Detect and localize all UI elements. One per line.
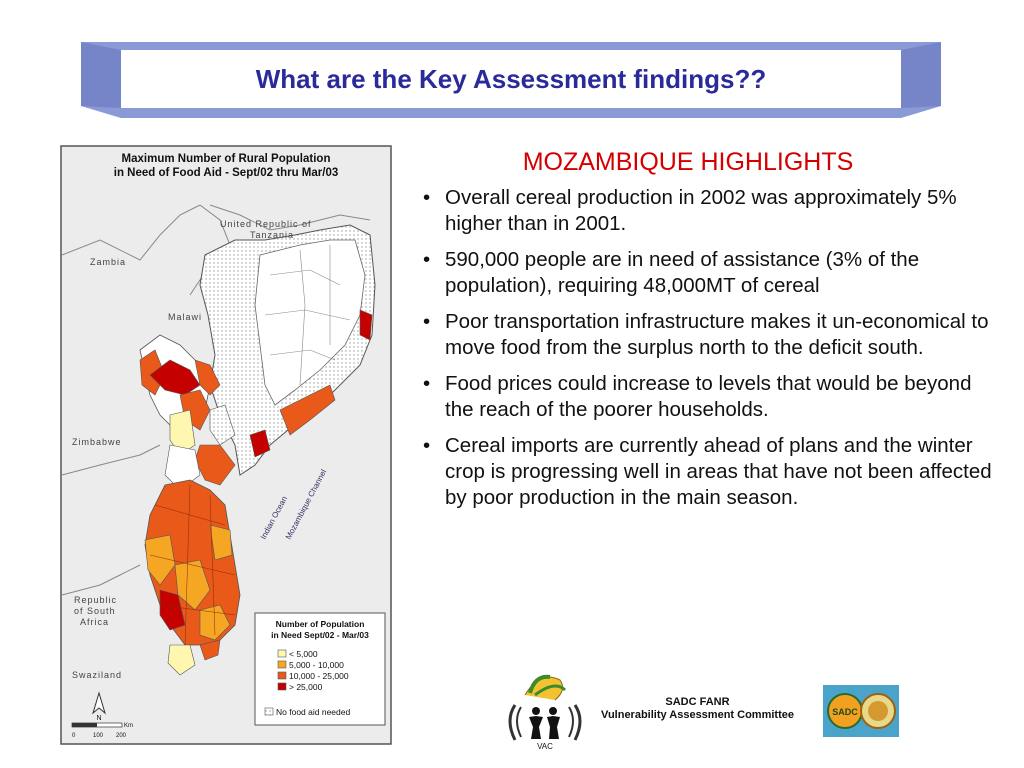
map-legend: Number of Population in Need Sept/02 - M…: [254, 612, 386, 726]
label-tanzania-1: United Republic of: [220, 219, 312, 229]
bullet-text: Poor transportation infrastructure makes…: [445, 310, 989, 359]
section-subtitle: MOZAMBIQUE HIGHLIGHTS: [522, 148, 854, 176]
legend-swatch-none: [264, 707, 274, 716]
bullet-icon: •: [423, 248, 431, 271]
scale-bar: 0 100 200 Km: [71, 722, 133, 739]
legend-label-3: 10,000 - 25,000: [289, 671, 349, 681]
bullet-icon: •: [423, 310, 431, 333]
vac-logo: VAC: [508, 674, 582, 751]
list-item: • Overall cereal production in 2002 was a…: [418, 185, 998, 237]
north-arrow-icon: N: [92, 691, 106, 722]
title-box: What are the Key Assessment findings??: [121, 50, 901, 108]
legend-swatch-2: [277, 660, 287, 669]
svg-text:100: 100: [93, 733, 104, 739]
map-region-zambezia: [279, 384, 336, 436]
list-item: • Poor transportation infrastructure make…: [418, 309, 998, 361]
list-item: • 590,000 people are in need of assistanc…: [418, 247, 998, 299]
bullet-text: Food prices could increase to levels tha…: [445, 372, 972, 421]
bullet-icon: •: [423, 372, 431, 395]
svg-text:0: 0: [72, 733, 76, 739]
legend-label-1: < 5,000: [289, 649, 318, 659]
vac-logo-text: VAC: [537, 742, 553, 751]
org-line2: Vulnerability Assessment Committee: [601, 709, 794, 721]
highlights-list: • Overall cereal production in 2002 was a…: [418, 185, 998, 511]
label-south-africa-2: of South: [74, 606, 116, 616]
bullet-text: Cereal imports are currently ahead of pl…: [445, 434, 992, 509]
svg-text:Km: Km: [124, 723, 133, 729]
legend-title-line1: Number of Population: [276, 619, 365, 629]
map-graphic: Maximum Number of Rural Population in Ne…: [60, 145, 392, 745]
legend-swatch-1: [277, 649, 287, 658]
list-item: • Food prices could increase to levels th…: [418, 371, 998, 423]
map-title-line1: Maximum Number of Rural Population: [122, 153, 331, 165]
label-south-africa-3: Africa: [80, 617, 109, 627]
svg-text:200: 200: [116, 733, 127, 739]
bullet-icon: •: [423, 434, 431, 457]
svg-text:N: N: [96, 715, 101, 722]
bullet-text: Overall cereal production in 2002 was ap…: [445, 186, 957, 235]
label-zimbabwe: Zimbabwe: [72, 437, 122, 447]
map-region-north-districts: [254, 239, 366, 406]
label-south-africa-1: Republic: [74, 595, 117, 605]
label-tanzania-2: Tanzania: [250, 230, 294, 240]
org-name: SADC FANR Vulnerability Assessment Commi…: [585, 696, 810, 722]
map-region-coast-red: [359, 309, 373, 341]
legend-label-4: > 25,000: [289, 682, 323, 692]
page-title: What are the Key Assessment findings??: [255, 63, 767, 94]
map-title-line2: in Need of Food Aid - Sept/02 thru Mar/0…: [114, 167, 338, 179]
org-line1: SADC FANR: [665, 696, 730, 708]
legend-swatch-3: [277, 671, 287, 680]
label-zambia: Zambia: [90, 257, 126, 267]
food-aid-map: Maximum Number of Rural Population in Ne…: [60, 145, 392, 745]
legend-swatch-4: [277, 682, 287, 691]
title-banner: What are the Key Assessment findings??: [81, 42, 941, 118]
legend-label-none: No food aid needed: [276, 707, 350, 717]
highlights-panel: MOZAMBIQUE HIGHLIGHTS • Overall cereal pr…: [418, 148, 998, 521]
footer: VAC SADC FANR Vulnerability Assessment C…: [505, 665, 905, 755]
legend-label-2: 5,000 - 10,000: [289, 660, 344, 670]
label-malawi: Malawi: [168, 312, 202, 322]
sadc-logo-text: SADC: [832, 707, 858, 717]
bullet-text: 590,000 people are in need of assistance…: [445, 248, 920, 297]
bullet-icon: •: [423, 186, 431, 209]
list-item: • Cereal imports are currently ahead of p…: [418, 433, 998, 511]
label-swaziland: Swaziland: [72, 670, 122, 680]
legend-title-line2: in Need Sept/02 - Mar/03: [271, 630, 369, 640]
sadc-logo: SADC: [823, 685, 899, 737]
